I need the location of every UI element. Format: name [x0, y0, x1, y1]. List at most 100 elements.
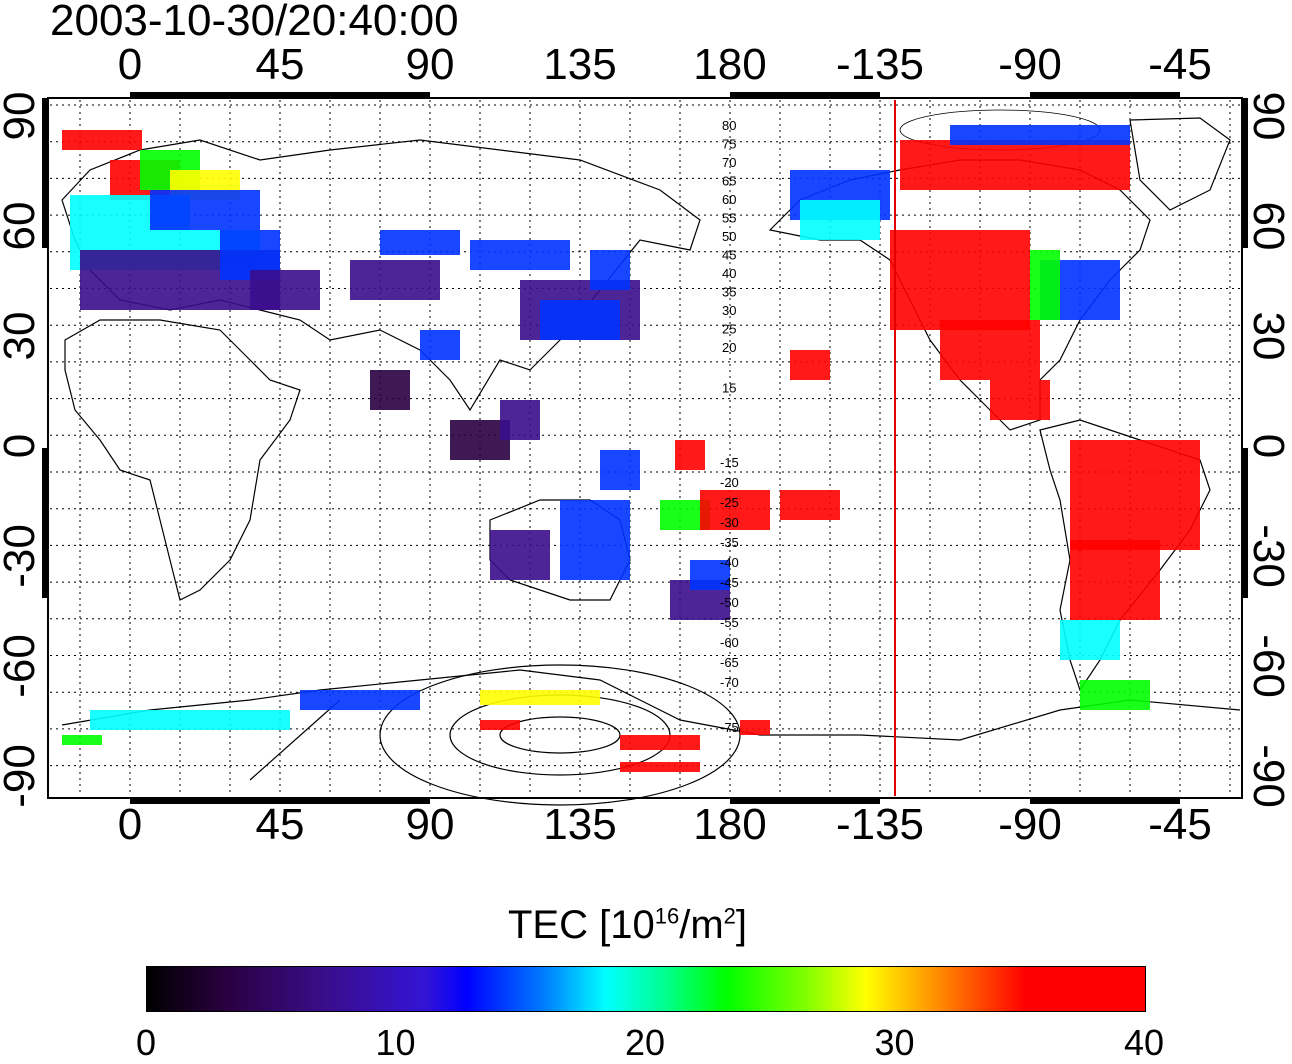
contour-label: -30: [720, 515, 739, 530]
tec-patch-10: [350, 260, 440, 300]
tec-patch-41: [1060, 620, 1120, 660]
tec-patch-12: [470, 240, 570, 270]
tec-patch-24: [690, 560, 730, 590]
lat-tick-left: 30: [0, 311, 44, 361]
tec-patch-20: [490, 530, 550, 580]
lon-tick-top: 0: [117, 40, 143, 89]
lon-tick-bottom: -45: [1148, 800, 1212, 849]
tec-patch-30: [800, 200, 880, 240]
lat-tick-left: -30: [0, 524, 44, 588]
tec-patch-9: [250, 270, 320, 310]
tec-patch-21: [560, 500, 630, 580]
contour-label: 80: [722, 118, 736, 133]
contour-label: -70: [720, 675, 739, 690]
left-frame-bar-1: [42, 98, 48, 248]
contour-label: 55: [722, 211, 736, 226]
lon-tick-bottom: 45: [255, 800, 305, 849]
colorbar-tick: 20: [624, 1022, 666, 1063]
contour-label: 20: [722, 340, 736, 355]
coastline-6: [61, 669, 1241, 781]
tec-patch-22: [600, 450, 640, 490]
tec-patch-17: [370, 370, 410, 410]
lat-tick-right: -90: [1244, 744, 1292, 808]
contour-label: 75: [722, 137, 736, 152]
tec-patch-32: [950, 125, 1130, 145]
tec-patch-14: [540, 300, 620, 340]
tec-patch-26: [700, 490, 770, 530]
lon-tick-top: -135: [835, 40, 925, 89]
tec-patch-19: [500, 400, 540, 440]
contour-label: -40: [720, 555, 739, 570]
lon-tick-bottom: 0: [117, 800, 143, 849]
right-frame-bar-1: [1242, 98, 1248, 248]
contour-label: 15: [722, 381, 736, 396]
tec-patch-48: [620, 735, 700, 750]
contour-label: -55: [720, 615, 739, 630]
tec-data: [62, 125, 1200, 772]
lat-tick-right: 0: [1244, 433, 1292, 459]
lon-tick-top: -45: [1148, 40, 1212, 89]
lon-tick-top: 45: [255, 40, 305, 89]
tec-patch-31: [900, 140, 1130, 190]
contour-label: 45: [722, 248, 736, 263]
contour-label: -45: [720, 575, 739, 590]
contour-label: 70: [722, 155, 736, 170]
lat-tick-right: -60: [1244, 634, 1292, 698]
contour-label: 60: [722, 192, 736, 207]
tec-patch-36: [940, 320, 1040, 380]
lat-tick-left: 0: [0, 396, 45, 496]
left-frame-bar-2: [42, 448, 48, 598]
bottom-frame-bar-1: [130, 798, 430, 804]
tec-patch-33: [890, 230, 1030, 330]
contour-label: -75: [720, 720, 739, 735]
tec-patch-44: [90, 710, 290, 730]
tec-patch-46: [480, 690, 600, 705]
top-frame-bar-3: [1030, 92, 1180, 98]
tec-patch-35: [1030, 250, 1060, 320]
tec-patch-50: [740, 720, 770, 735]
tec-patch-39: [1070, 440, 1200, 550]
tec-patch-0: [62, 130, 142, 150]
tec-patch-11: [380, 230, 460, 255]
contour-label: 65: [722, 174, 736, 189]
lat-tick-left: 90: [0, 91, 44, 141]
map-title: 2003-10-30/20:40:00: [50, 0, 459, 45]
lat-tick-left: -90: [0, 744, 44, 808]
colorbar-tick: 30: [874, 1022, 915, 1063]
colorbar-tick: 0: [135, 1022, 157, 1063]
lat-tick-right: 30: [1244, 311, 1292, 361]
lon-tick-bottom: 135: [543, 800, 617, 849]
tec-patch-28: [675, 440, 705, 470]
lon-tick-top: -90: [998, 40, 1062, 89]
tec-patch-5: [150, 190, 260, 230]
colorbar-tick: 40: [1123, 1022, 1165, 1063]
lon-tick-bottom: 90: [405, 800, 455, 849]
lat-tick-left: 60: [0, 201, 44, 251]
contour-label: -35: [720, 535, 739, 550]
tec-patch-42: [1080, 680, 1150, 710]
contour-labels: 80 75 70 65 60 55 50 45 40 35 30 25 20 15 -15 -20 -25 -30…: [720, 118, 739, 735]
contour-label: -50: [720, 595, 739, 610]
tec-patch-16: [420, 330, 460, 360]
top-frame-bar-1: [130, 92, 430, 98]
tec-patch-27: [780, 490, 840, 520]
tec-patch-49: [620, 762, 700, 772]
contour-label: -25: [720, 495, 739, 510]
right-frame-bar-2: [1242, 448, 1248, 598]
lon-tick-top: 90: [405, 40, 455, 89]
tec-patch-47: [480, 720, 520, 730]
lon-tick-top: 180: [693, 40, 767, 89]
tec-patch-45: [300, 690, 420, 710]
contour-label: 35: [722, 285, 736, 300]
lon-tick-top: 135: [543, 40, 617, 89]
contour-label: 30: [722, 303, 736, 318]
lat-tick-right: 90: [1244, 91, 1292, 141]
top-frame-bar-2: [730, 92, 880, 98]
lon-tick-bottom: 180: [693, 800, 767, 849]
contour-label: 40: [722, 266, 736, 281]
lon-tick-bottom: -135: [835, 800, 925, 849]
lon-tick-bottom: -90: [998, 800, 1062, 849]
contour-label: -65: [720, 655, 739, 670]
colorbar-title: TEC [1016/m2]: [508, 903, 748, 947]
colorbar: [146, 966, 1146, 1012]
